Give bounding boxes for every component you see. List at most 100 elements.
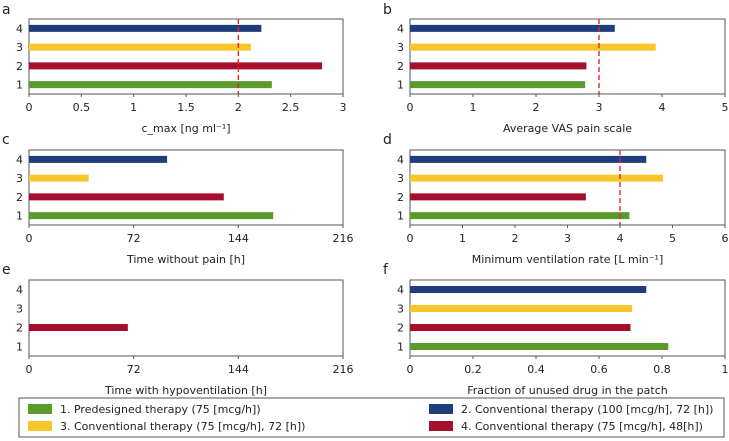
- panel-letter: f: [383, 262, 389, 278]
- y-tick-label: 4: [397, 284, 404, 297]
- bar-2: [410, 324, 631, 331]
- bar-4: [410, 286, 647, 293]
- x-tick-label: 1: [470, 101, 477, 114]
- y-tick-label: 3: [16, 303, 23, 316]
- bar-3: [410, 174, 664, 182]
- x-axis-label: Average VAS pain scale: [503, 122, 632, 135]
- y-tick-label: 1: [16, 79, 23, 92]
- x-tick-label: 6: [722, 232, 729, 245]
- y-tick-label: 1: [16, 210, 23, 223]
- y-tick-label: 3: [16, 41, 23, 54]
- y-tick-label: 2: [397, 322, 404, 335]
- bar-3: [29, 174, 89, 182]
- legend-label: 1. Predesigned therapy (75 [mcg/h]): [60, 403, 261, 416]
- bar-2: [29, 324, 128, 331]
- x-tick-label: 3: [564, 232, 571, 245]
- x-tick-label: 0.8: [653, 363, 671, 376]
- x-tick-label: 1.5: [177, 101, 195, 114]
- x-tick-label: 144: [228, 232, 249, 245]
- x-axis-label: Minimum ventilation rate [L min⁻¹]: [472, 253, 663, 266]
- y-tick-label: 1: [16, 341, 23, 354]
- x-tick-label: 3: [340, 101, 347, 114]
- legend-swatch: [429, 421, 453, 431]
- y-tick-label: 2: [16, 322, 23, 335]
- panel-letter: d: [383, 132, 392, 148]
- panel-letter: c: [2, 132, 10, 148]
- bar-3: [29, 43, 251, 51]
- y-tick-label: 4: [16, 153, 23, 166]
- bar-2: [29, 62, 323, 70]
- x-tick-label: 0: [26, 232, 33, 245]
- bar-4: [29, 155, 168, 163]
- x-tick-label: 2: [533, 101, 540, 114]
- x-axis-label: Time with hypoventilation [h]: [104, 384, 267, 397]
- y-tick-label: 1: [397, 341, 404, 354]
- x-tick-label: 0: [26, 101, 33, 114]
- x-tick-label: 0.5: [73, 101, 91, 114]
- legend-label: 2. Conventional therapy (100 [mcg/h], 72…: [461, 403, 713, 416]
- x-tick-label: 2: [512, 232, 519, 245]
- x-tick-label: 0.6: [590, 363, 608, 376]
- x-axis-label: Time without pain [h]: [126, 253, 245, 266]
- y-tick-label: 1: [397, 210, 404, 223]
- x-tick-label: 216: [333, 232, 354, 245]
- x-tick-label: 216: [333, 363, 354, 376]
- x-tick-label: 5: [669, 232, 676, 245]
- y-tick-label: 4: [16, 22, 23, 35]
- bar-4: [29, 24, 262, 32]
- panel-e: e 1 2 3 4 0 72 144 216 Time with hypoventilation …: [2, 262, 354, 397]
- x-tick-label: 2: [235, 101, 242, 114]
- bar-2: [410, 62, 587, 70]
- x-tick-label: 144: [228, 363, 249, 376]
- y-tick-label: 2: [397, 60, 404, 73]
- x-tick-label: 0: [407, 232, 414, 245]
- y-tick-label: 3: [397, 303, 404, 316]
- bar-1: [410, 81, 586, 89]
- bar-3: [410, 43, 656, 51]
- legend: 1. Predesigned therapy (75 [mcg/h]) 2. Co…: [18, 397, 725, 438]
- bar-4: [410, 155, 647, 163]
- panel-f: f 1 2 3 4 0 0.2 0.4 0.6 0.8 1 Fraction of unused dr…: [383, 262, 729, 397]
- x-tick-label: 0: [407, 101, 414, 114]
- bar-1: [410, 343, 669, 350]
- legend-swatch: [28, 404, 52, 414]
- plot-frame: [28, 279, 344, 357]
- y-tick-label: 4: [397, 153, 404, 166]
- x-tick-label: 72: [127, 363, 141, 376]
- x-tick-label: 2.5: [282, 101, 300, 114]
- x-tick-label: 0.4: [527, 363, 545, 376]
- y-tick-label: 2: [397, 191, 404, 204]
- x-axis-label: c_max [ng ml⁻¹]: [141, 122, 230, 135]
- y-tick-label: 3: [397, 172, 404, 185]
- panel-c: c 1 2 3 4 0 72 144 216 Time without pain [h]: [2, 132, 354, 266]
- legend-label: 3. Conventional therapy (75 [mcg/h], 72 …: [60, 420, 305, 433]
- bar-1: [29, 81, 272, 89]
- x-tick-label: 4: [659, 101, 666, 114]
- legend-item-t2: 2. Conventional therapy (100 [mcg/h], 72…: [429, 403, 713, 416]
- legend-frame: [18, 397, 725, 438]
- bar-2: [410, 193, 586, 201]
- y-tick-label: 4: [16, 284, 23, 297]
- bar-4: [410, 24, 615, 32]
- bar-1: [29, 212, 274, 220]
- legend-item-t3: 3. Conventional therapy (75 [mcg/h], 72 …: [28, 420, 305, 433]
- x-tick-label: 0: [26, 363, 33, 376]
- legend-swatch: [28, 421, 52, 431]
- y-tick-label: 2: [16, 191, 23, 204]
- x-tick-label: 1: [459, 232, 466, 245]
- panel-letter: a: [2, 2, 11, 18]
- y-tick-label: 3: [16, 172, 23, 185]
- y-tick-label: 4: [397, 22, 404, 35]
- legend-item-t1: 1. Predesigned therapy (75 [mcg/h]): [28, 403, 261, 416]
- legend-swatch: [429, 404, 453, 414]
- legend-item-t4: 4. Conventional therapy (75 [mcg/h], 48[…: [429, 420, 703, 433]
- x-tick-label: 0: [407, 363, 414, 376]
- x-tick-label: 72: [127, 232, 141, 245]
- panel-a: a 1 2 3 4 0 0.5 1 1.5 2 2.5 3 c_max [ng ml⁻¹]: [2, 2, 347, 135]
- x-tick-label: 4: [617, 232, 624, 245]
- x-axis-label: Fraction of unused drug in the patch: [467, 384, 668, 397]
- y-tick-label: 3: [397, 41, 404, 54]
